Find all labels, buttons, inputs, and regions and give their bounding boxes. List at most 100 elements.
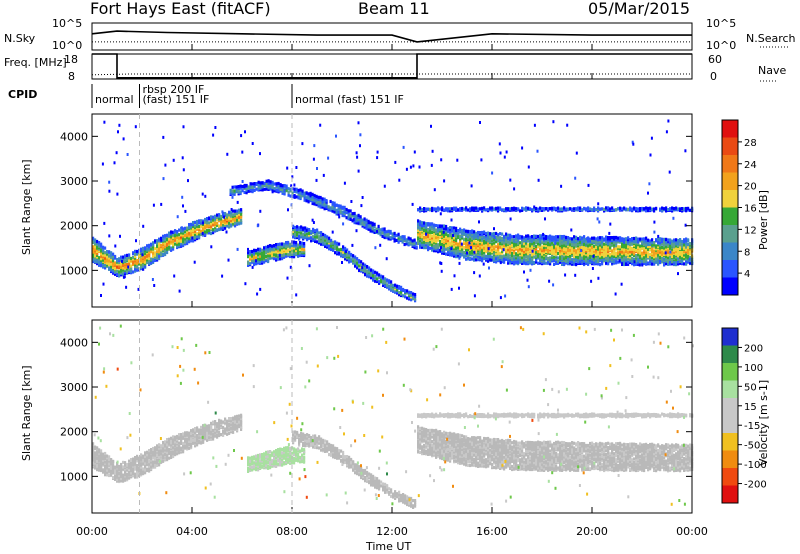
data-cell: [477, 236, 480, 240]
data-cell: [315, 198, 318, 202]
sparse-cell: [523, 270, 525, 274]
data-cell: [310, 236, 313, 240]
data-cell: [437, 243, 440, 247]
data-cell: [296, 232, 299, 236]
data-cell: [627, 247, 630, 252]
data-cell: [218, 213, 221, 217]
sparse-cell: [301, 142, 304, 146]
data-cell: [605, 261, 608, 265]
noise-left-label: N.Sky: [4, 32, 36, 45]
data-cell: [613, 258, 616, 262]
data-cell: [487, 239, 490, 243]
data-cell: [303, 193, 306, 197]
data-cell: [487, 231, 490, 235]
beam-title: Beam 11: [358, 0, 430, 18]
data-cell: [273, 187, 276, 191]
data-cell: [573, 207, 576, 211]
data-cell: [661, 208, 664, 212]
data-cell: [459, 247, 462, 251]
data-cell: [275, 188, 278, 192]
data-cell: [507, 254, 510, 258]
data-cell: [238, 212, 241, 216]
data-cell: [114, 468, 117, 472]
data-cell: [128, 473, 131, 477]
data-cell: [509, 250, 512, 254]
data-cell: [517, 236, 520, 240]
data-cell: [130, 264, 133, 268]
data-cell: [166, 233, 169, 237]
data-cell: [501, 248, 504, 252]
data-cell: [581, 240, 584, 244]
sparse-cell: [412, 164, 415, 168]
data-cell: [559, 255, 562, 259]
data-cell: [613, 208, 616, 212]
data-cell: [511, 244, 514, 248]
data-cell: [315, 194, 318, 198]
sparse-cell: [499, 261, 502, 265]
data-cell: [603, 250, 606, 254]
data-cell: [427, 248, 430, 252]
data-cell: [483, 246, 486, 250]
data-cell: [625, 242, 628, 246]
data-cell: [527, 247, 530, 251]
data-cell: [190, 235, 193, 240]
data-cell: [134, 256, 137, 260]
data-cell: [633, 254, 636, 258]
sparse-cell: [498, 142, 501, 146]
data-cell: [567, 248, 570, 252]
data-cell: [382, 275, 385, 279]
data-cell: [330, 247, 333, 251]
data-cell: [673, 249, 676, 253]
sparse-cell: [453, 274, 456, 278]
data-cell: [465, 257, 468, 261]
data-cell: [293, 244, 296, 248]
data-cell: [98, 467, 101, 471]
data-cell: [216, 222, 219, 226]
data-cell: [537, 261, 540, 265]
data-cell: [106, 255, 109, 259]
data-cell: [261, 184, 264, 188]
data-cell: [677, 256, 680, 260]
scatter-band: [229, 179, 418, 250]
data-cell: [312, 227, 315, 231]
data-cell: [629, 245, 632, 249]
data-cell: [305, 191, 308, 195]
data-cell: [533, 249, 536, 253]
sparse-cell: [439, 261, 442, 265]
sparse-cell: [592, 254, 595, 258]
data-cell: [279, 187, 282, 191]
data-cell: [326, 243, 329, 247]
sparse-cell: [286, 276, 289, 280]
data-cell: [599, 243, 602, 247]
data-cell: [605, 206, 608, 210]
data-cell: [360, 265, 363, 269]
data-cell: [627, 245, 630, 249]
data-cell: [118, 270, 121, 274]
data-cell: [210, 225, 213, 229]
data-cell: [527, 255, 530, 259]
data-cell: [625, 252, 628, 256]
data-cell: [231, 185, 234, 189]
data-cell: [415, 241, 418, 245]
data-cell: [132, 270, 135, 274]
data-cell: [433, 234, 436, 238]
data-cell: [671, 262, 674, 266]
data-cell: [277, 184, 280, 188]
sparse-cell: [286, 166, 289, 170]
data-cell: [269, 256, 272, 260]
data-cell: [134, 254, 137, 259]
data-cell: [605, 208, 608, 212]
data-cell: [106, 261, 109, 265]
data-cell: [487, 257, 490, 261]
data-cell: [425, 224, 428, 228]
sparse-cell: [153, 284, 156, 287]
data-cell: [671, 258, 674, 262]
data-cell: [423, 221, 426, 225]
data-cell: [96, 253, 99, 257]
data-cell: [405, 238, 408, 242]
data-cell: [471, 229, 474, 233]
data-cell: [593, 244, 596, 248]
data-cell: [425, 241, 428, 245]
data-cell: [657, 261, 660, 265]
data-cell: [251, 190, 254, 194]
